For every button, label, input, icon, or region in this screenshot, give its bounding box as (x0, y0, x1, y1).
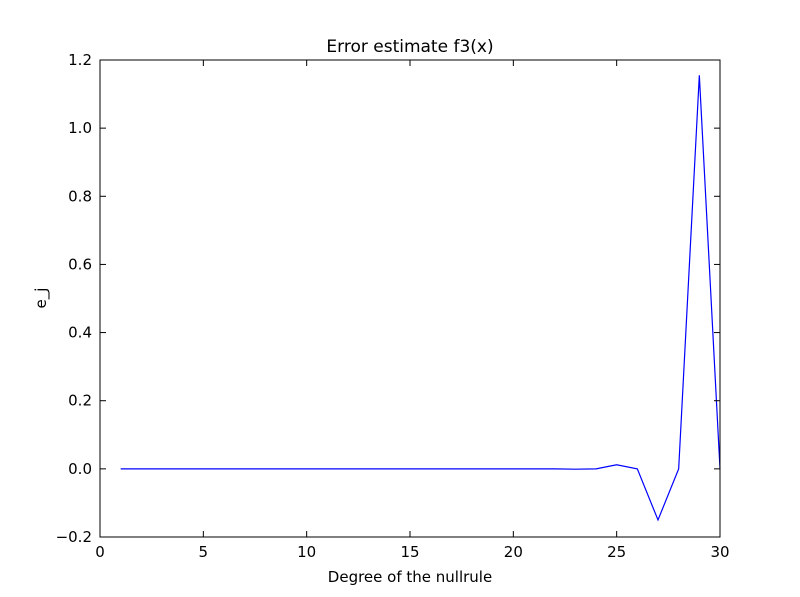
x-tick-label: 25 (607, 543, 626, 561)
y-tick-label: 0.8 (68, 187, 92, 205)
y-tick-label: 0.0 (68, 460, 92, 478)
chart-title: Error estimate f3(x) (326, 37, 493, 57)
x-tick-label: 10 (297, 543, 316, 561)
y-tick-label: 0.4 (68, 324, 92, 342)
x-tick-label: 30 (710, 543, 729, 561)
x-axis-label: Degree of the nullrule (328, 568, 492, 586)
y-tick-label: −0.2 (56, 528, 92, 546)
x-tick-label: 0 (95, 543, 105, 561)
x-tick-label: 20 (504, 543, 523, 561)
y-tick-label: 0.6 (68, 255, 92, 273)
y-tick-label: 1.0 (68, 119, 92, 137)
x-tick-label: 15 (400, 543, 419, 561)
y-tick-label: 1.2 (68, 51, 92, 69)
series-line (120, 75, 721, 522)
plot-frame (99, 59, 721, 538)
plot-area (120, 75, 721, 522)
axes-ticks: 0 5 10 15 20 25 30 −0.2 0.0 0.2 0.4 0.6 0.8 1.0 1.2 (56, 51, 730, 561)
x-tick-label: 5 (199, 543, 209, 561)
y-tick-label: 0.2 (68, 392, 92, 410)
y-axis-label: e_j (32, 288, 51, 309)
